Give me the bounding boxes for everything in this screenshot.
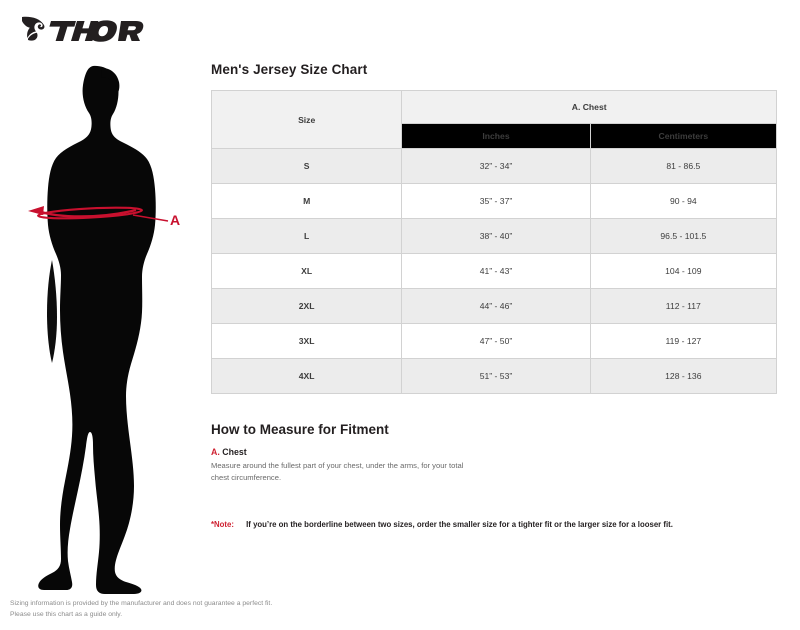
- cell-size: 4XL: [210, 358, 403, 394]
- table-row: S 32” - 34” 81 - 86.5: [210, 148, 778, 184]
- thor-letter-R: [118, 21, 144, 41]
- chest-measure-band: [37, 206, 143, 220]
- table-row: L 38” - 40” 96.5 - 101.5: [210, 218, 778, 254]
- table-head: Size A. Chest Inches Centimeters: [210, 90, 778, 150]
- measure-desc-line-2: chest circumference.: [211, 472, 282, 482]
- how-to-measure-title: How to Measure for Fitment: [211, 422, 389, 437]
- thor-letter-T: [49, 21, 76, 41]
- size-chart-table: Size A. Chest Inches Centimeters S 32” -…: [210, 90, 778, 394]
- cell-cm: 119 - 127: [589, 323, 778, 359]
- cell-inches: 47” - 50”: [401, 323, 591, 359]
- page-title: Men's Jersey Size Chart: [211, 62, 368, 77]
- thor-helmet-tail: [28, 32, 38, 41]
- cell-inches: 51” - 53”: [401, 358, 591, 394]
- cell-cm: 112 - 117: [589, 288, 778, 324]
- measure-item-heading: A. Chest: [211, 447, 777, 457]
- thor-helmet-icon: [22, 16, 45, 38]
- column-header-size: Size: [210, 90, 403, 149]
- footer-line-1: Sizing information is provided by the ma…: [10, 600, 273, 607]
- table-body: S 32” - 34” 81 - 86.5 M 35” - 37” 90 - 9…: [210, 148, 778, 394]
- cell-inches: 35” - 37”: [401, 183, 591, 219]
- footer-line-2: Please use this chart as a guide only.: [10, 611, 123, 619]
- cell-cm: 128 - 136: [589, 358, 778, 394]
- hair-detail: [101, 68, 120, 94]
- callout-label-A: A: [170, 212, 180, 228]
- measure-item-letter: A.: [211, 447, 220, 457]
- table-row: 3XL 47” - 50” 119 - 127: [210, 323, 778, 359]
- table-row: 4XL 51” - 53” 128 - 136: [210, 358, 778, 394]
- cell-cm: 81 - 86.5: [589, 148, 778, 184]
- cell-inches: 44” - 46”: [401, 288, 591, 324]
- table-row: XL 41” - 43” 104 - 109: [210, 253, 778, 289]
- note-label: *Note:: [211, 519, 234, 529]
- content-column: Men's Jersey Size Chart Size A. Chest In…: [210, 62, 778, 529]
- table-header-row-sub: Inches Centimeters: [212, 122, 778, 150]
- male-torso-silhouette: [38, 65, 156, 594]
- footer-disclaimer: Sizing information is provided by the ma…: [10, 598, 272, 620]
- measure-item-name: Chest: [222, 447, 247, 457]
- measurement-illustration: A: [0, 55, 205, 600]
- table-header-row-top: Size A. Chest: [210, 90, 777, 149]
- note-row: *Note: If you’re on the borderline betwe…: [211, 520, 777, 529]
- table-row: M 35” - 37” 90 - 94: [210, 183, 778, 219]
- cell-inches: 38” - 40”: [401, 218, 591, 254]
- cell-cm: 104 - 109: [589, 253, 778, 289]
- measure-item-description: Measure around the fullest part of your …: [211, 460, 777, 484]
- measure-arrowhead-icon: [28, 206, 44, 215]
- thor-letter-O: [90, 20, 117, 42]
- cell-cm: 96.5 - 101.5: [589, 218, 778, 254]
- table-row: 2XL 44” - 46” 112 - 117: [210, 288, 778, 324]
- column-header-centimeters: Centimeters: [589, 122, 778, 150]
- column-header-inches: Inches: [401, 122, 591, 150]
- cell-size: M: [210, 183, 403, 219]
- cell-inches: 41” - 43”: [401, 253, 591, 289]
- chest-measure-band-front: [37, 208, 137, 218]
- silhouette-svg: A: [28, 65, 180, 594]
- how-to-measure-section: How to Measure for Fitment A. Chest Meas…: [211, 422, 777, 484]
- callout-leader-line: [132, 214, 169, 222]
- cell-inches: 32” - 34”: [401, 148, 591, 184]
- thor-logo-svg: [22, 16, 144, 42]
- column-header-group-chest: A. Chest: [401, 90, 777, 124]
- cell-size: 2XL: [210, 288, 403, 324]
- cell-size: S: [210, 148, 403, 184]
- brand-logo: [18, 14, 148, 48]
- cell-size: 3XL: [210, 323, 403, 359]
- note-text: If you’re on the borderline between two …: [246, 519, 673, 529]
- cell-size: XL: [210, 253, 403, 289]
- left-arm-shadow: [47, 260, 57, 363]
- cell-cm: 90 - 94: [589, 183, 778, 219]
- cell-size: L: [210, 218, 403, 254]
- measure-desc-line-1: Measure around the fullest part of your …: [211, 461, 464, 470]
